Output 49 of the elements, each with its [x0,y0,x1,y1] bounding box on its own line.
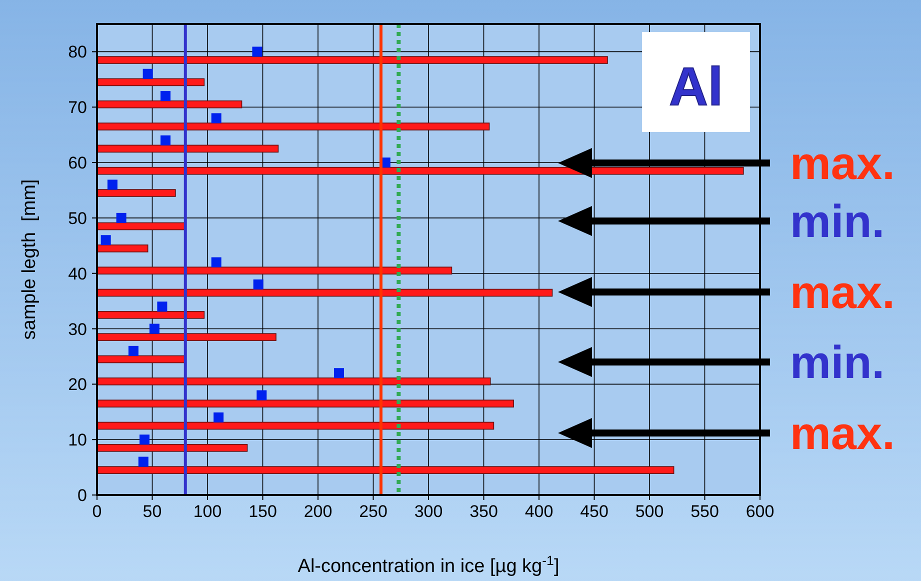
text: min. [790,195,885,247]
bar [96,288,553,297]
text: Al [669,57,723,117]
bar [96,378,491,386]
x-tick-label: 200 [304,502,332,521]
y-tick-label: 50 [68,208,87,228]
bar [96,244,148,252]
y-tick-label: 40 [68,264,87,284]
bar [96,355,186,364]
bar [96,144,279,153]
text: max. [790,266,895,318]
bar [96,466,674,474]
x-tick-label: 350 [470,502,498,521]
x-tick-label: 0 [92,502,102,521]
text: min. [790,336,885,388]
bar [96,189,176,197]
x-tick-label: 100 [193,502,222,521]
y-tick-label: 80 [68,42,87,62]
bar [96,400,514,408]
x-tick-label: 50 [142,502,162,521]
y-tick-label: 60 [68,154,87,173]
text: max. [790,407,895,459]
y-tick-label: 20 [68,375,87,394]
y-axis-title: sample legth [mm] [19,179,40,340]
x-tick-label: 550 [690,502,719,521]
bar [96,311,205,319]
bar [96,100,242,108]
y-tick-label: 10 [68,430,87,450]
bar [96,422,494,430]
x-tick-label: 400 [524,502,554,521]
bar [96,444,248,452]
y-tick-label: 0 [78,486,87,505]
bar [96,166,744,175]
bar [96,333,276,341]
x-tick-label: 150 [248,502,277,521]
y-tick-label: 30 [68,320,87,339]
x-tick-label: 300 [414,502,443,521]
bar [96,222,186,230]
x-tick-label: 450 [580,502,608,521]
bar [96,78,205,86]
x-tick-label: 500 [635,502,664,521]
text: max. [790,137,895,189]
x-tick-label: 600 [746,502,774,521]
x-axis-title: Al-concentration in ice [µg kg$^{-1}$] [298,552,560,577]
bar [96,56,608,64]
bar [96,122,490,130]
x-tick-label: 250 [359,502,388,521]
y-tick-label: 70 [68,98,87,118]
bar [96,266,452,274]
